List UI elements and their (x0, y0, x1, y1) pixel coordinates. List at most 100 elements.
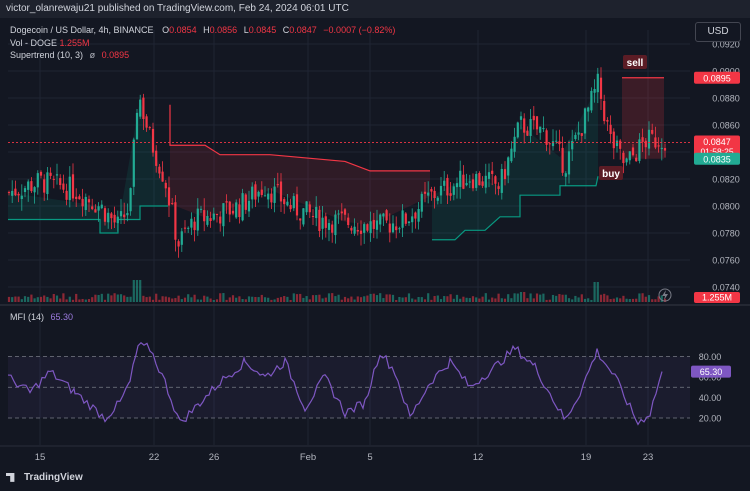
price-axis-tick: 0.0800 (712, 202, 740, 212)
volume-bar (235, 297, 238, 302)
candle-body (315, 206, 318, 219)
volume-bar (487, 299, 491, 302)
candle-body (30, 181, 33, 192)
volume-bar (430, 299, 433, 302)
volume-bar (193, 294, 196, 302)
candle-body (139, 99, 142, 117)
candle-body (311, 216, 315, 218)
volume-bar (532, 298, 535, 302)
candle-body (276, 184, 279, 186)
volume-bar (475, 297, 478, 302)
tradingview-logo: TradingView (6, 472, 83, 483)
candle-body (206, 216, 209, 225)
candle-body (407, 221, 411, 224)
candle-body (417, 208, 420, 222)
volume-bar (523, 292, 526, 302)
candle-body (663, 148, 667, 151)
volume-bar (436, 295, 439, 302)
volume-bar (651, 299, 654, 302)
volume-bar (580, 294, 583, 302)
candle-body (263, 195, 267, 197)
time-axis-tick: 22 (149, 452, 160, 463)
candle-body (590, 90, 593, 111)
candle-body (235, 202, 238, 218)
candle-body (43, 179, 46, 193)
volume-bar (564, 294, 567, 302)
price-axis-tick: 0.0780 (712, 229, 740, 239)
candle-body (423, 191, 427, 194)
volume-bar (561, 294, 564, 302)
candle-body (164, 182, 167, 189)
candle-body (289, 205, 292, 210)
volume-bar (401, 297, 404, 302)
candle-body (11, 190, 14, 196)
volume-bar (542, 293, 545, 302)
volume-bar (590, 299, 593, 302)
candle-body (91, 206, 94, 210)
candle-body (17, 193, 20, 196)
candle-body (23, 188, 27, 193)
volume-bar (327, 293, 331, 302)
time-axis-tick: 23 (643, 452, 654, 463)
volume-legend: Vol - DOGE 1.255M (10, 38, 90, 48)
candle-body (379, 214, 382, 225)
volume-bar (452, 298, 455, 302)
supertrend-up-fill (432, 84, 598, 240)
candle-body (612, 131, 615, 149)
candle-body (475, 173, 478, 188)
supertrend-icon: ø (89, 50, 96, 60)
candle-body (446, 177, 449, 196)
candle-body (228, 201, 231, 215)
supertrend-down-fill (170, 104, 430, 225)
candle-body (500, 168, 503, 193)
candle-body (539, 126, 542, 133)
volume-bar (459, 298, 462, 302)
candle-body (343, 209, 347, 215)
candle-body (279, 181, 283, 202)
candle-body (625, 158, 628, 163)
candle-body (526, 130, 529, 136)
volume-bar (59, 298, 62, 302)
candle-body (97, 206, 100, 211)
candle-body (443, 180, 446, 186)
volume-bar (244, 299, 247, 302)
candle-body (295, 194, 299, 216)
candle-body (318, 209, 321, 232)
candle-body (519, 116, 523, 120)
volume-bar (375, 295, 379, 302)
candle-body (187, 227, 190, 229)
close-label: C (282, 25, 290, 35)
volume-bar (545, 299, 548, 302)
currency-selector[interactable]: USD (695, 22, 741, 42)
volume-bar (231, 295, 235, 302)
volume-bar (398, 296, 401, 302)
candle-body (654, 137, 657, 148)
volume-bar (299, 293, 302, 302)
volume-bar (11, 297, 14, 302)
candle-body (334, 214, 337, 236)
volume-bar (14, 296, 17, 302)
volume-bar (334, 296, 337, 302)
volume-bar (103, 299, 107, 302)
volume-bar (507, 294, 510, 302)
volume-bar (491, 297, 494, 302)
time-axis-tick: 26 (209, 452, 220, 463)
volume-bar (190, 297, 193, 302)
volume-bar (471, 296, 475, 302)
volume-bar (257, 297, 260, 302)
candle-body (324, 216, 327, 228)
volume-bar (55, 295, 59, 302)
volume-bar (215, 299, 219, 302)
volume-bar (126, 296, 129, 302)
candle-body (606, 120, 609, 122)
volume-bar (187, 294, 190, 302)
volume-bar (321, 298, 324, 302)
candle-body (203, 210, 206, 222)
candle-body (449, 193, 452, 196)
volume-bar (353, 299, 356, 302)
volume-bar (411, 298, 414, 302)
candle-body (174, 202, 177, 240)
candle-body (555, 140, 558, 142)
candle-body (238, 204, 241, 217)
